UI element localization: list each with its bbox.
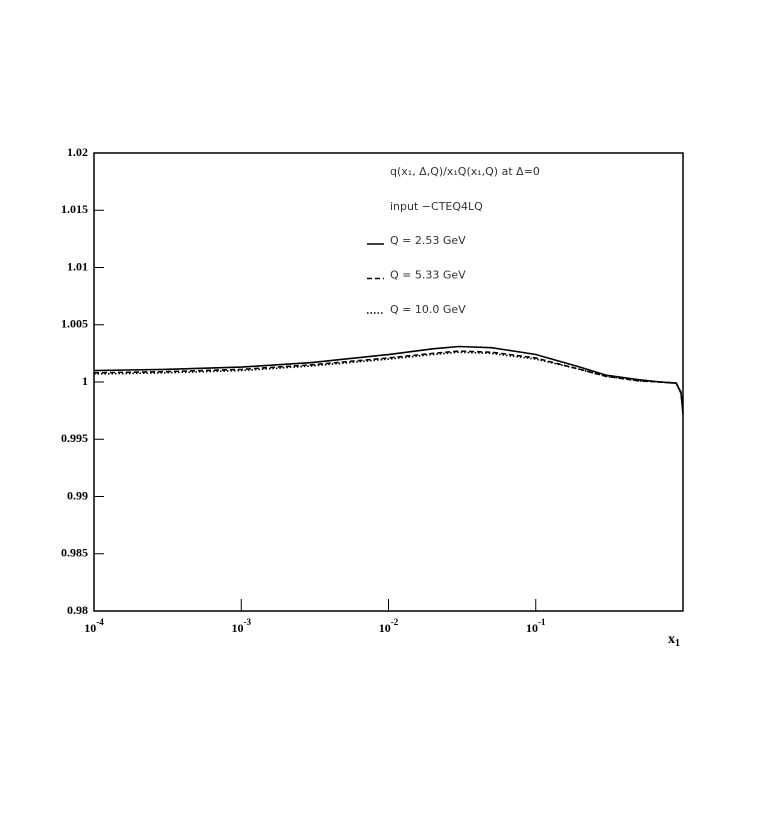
x-tick-label-exp: -1 [538, 617, 546, 627]
y-tick-label: 0.985 [61, 546, 88, 560]
series-line [93, 345, 684, 415]
x-tick-label-exp: -3 [244, 617, 252, 627]
legend-label: Q = 2.53 GeV [390, 234, 466, 247]
x-tick-label-exp: -2 [391, 617, 399, 627]
x-tick-label: 10-3 [232, 617, 252, 635]
x-tick-label-base: 10 [526, 621, 538, 635]
series-line [93, 350, 684, 412]
annotation: input −CTEQ4LQ [390, 200, 483, 213]
x-tick-label-base: 10 [84, 621, 96, 635]
legend-label: Q = 10.0 GeV [390, 303, 466, 316]
legend-label: Q = 5.33 GeV [390, 269, 466, 282]
x-tick-label: 10-1 [526, 617, 546, 635]
annotation: q(x₁, Δ,Q)/x₁Q(x₁,Q) at Δ=0 [390, 165, 540, 178]
x-tick-label: 10-4 [84, 617, 104, 635]
x-axis-label-sub: 1 [675, 638, 680, 649]
y-tick-label: 1.005 [61, 317, 88, 331]
x-axis-label-main: x [668, 632, 675, 647]
x-tick-label-base: 10 [379, 621, 391, 635]
x-axis-label: x1 [668, 632, 680, 649]
plot-frame [93, 152, 684, 612]
y-tick-label: 1.01 [67, 259, 88, 273]
y-tick-label: 0.98 [67, 603, 88, 617]
y-tick-label: 1.015 [61, 202, 88, 216]
y-tick-label: 1 [82, 374, 88, 388]
x-tick-label-base: 10 [232, 621, 244, 635]
y-tick-label: 0.995 [61, 431, 88, 445]
x-tick-label: 10-2 [379, 617, 399, 635]
x-tick-label-exp: -4 [96, 617, 104, 627]
series-line [93, 351, 684, 411]
y-tick-label: 1.02 [67, 145, 88, 159]
y-tick-label: 0.99 [67, 488, 88, 502]
